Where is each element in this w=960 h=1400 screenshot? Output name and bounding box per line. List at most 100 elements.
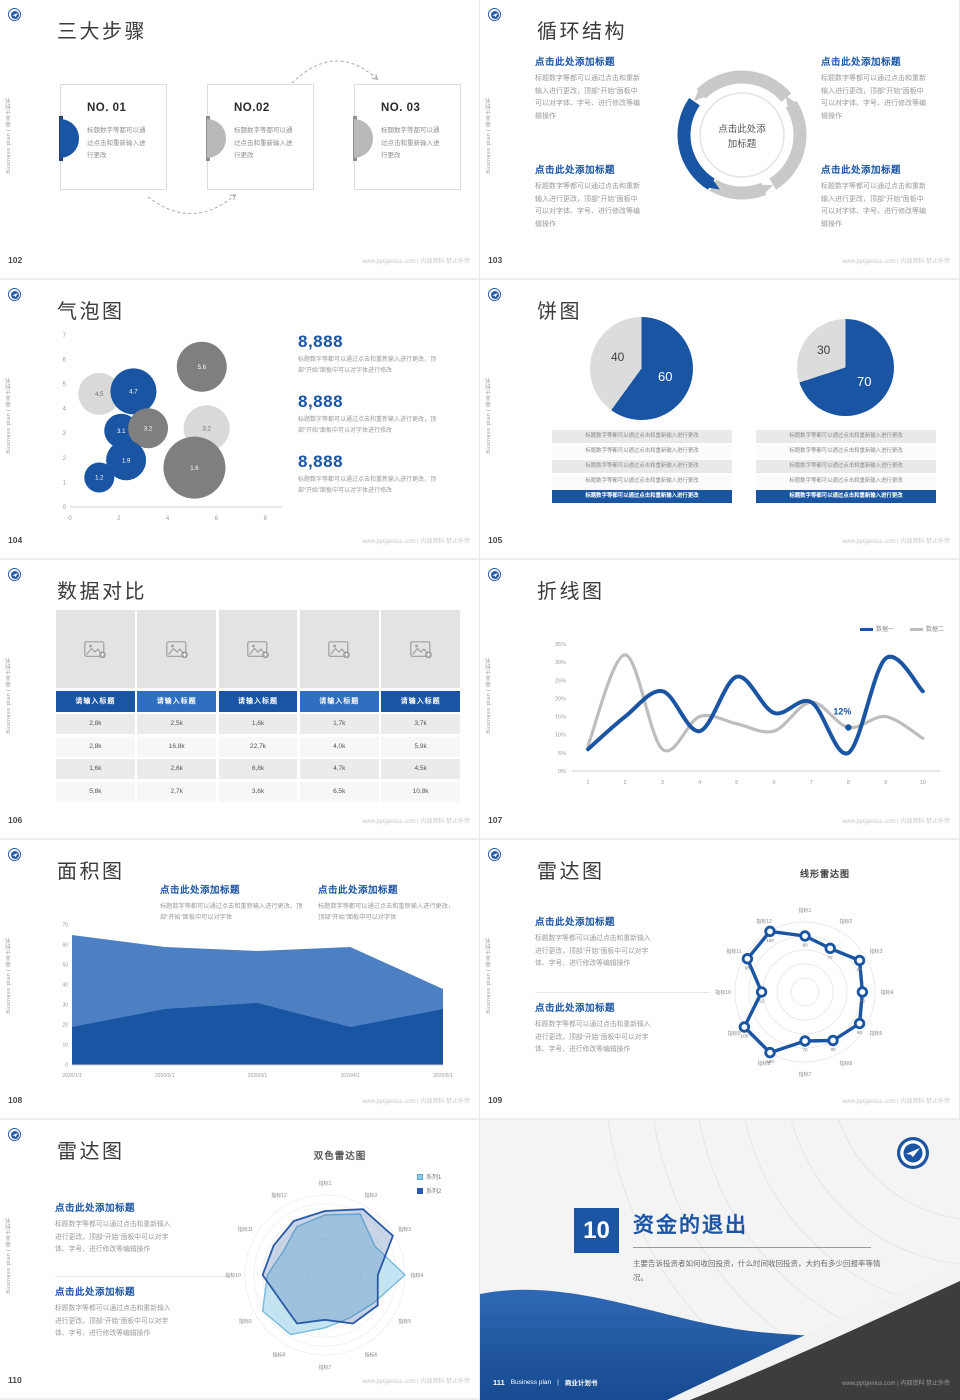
svg-text:1.9: 1.9: [122, 458, 131, 464]
block-heading: 点击此处添加标题: [55, 1203, 136, 1214]
table-header-cell: 请输入标题: [299, 690, 379, 712]
stat-body: 标题数字等都可以通过点击和重新输入进行更改，顶部“开始”面板中可以对字体进行修改: [298, 357, 437, 375]
svg-text:指标11: 指标11: [238, 1226, 253, 1233]
image-placeholder: [299, 610, 379, 688]
footer-watermark: www.pptgenius.com | 内部资料 禁止外传: [362, 1379, 470, 1385]
legend-swatch: [417, 1187, 423, 1194]
table-cell: 5,8k: [56, 781, 135, 802]
divider: [55, 1276, 230, 1277]
svg-text:20%: 20%: [555, 696, 566, 702]
slide-110[interactable]: 双色雷达图 系列1 系列2 点击此处添加标题 标题数字等都可以通过点击和重新输入…: [0, 1120, 480, 1400]
table-cell: 2,8k: [56, 736, 135, 757]
step-card-3: NO. 03 标题数字等都可以通过点击和重新输入进行更改: [353, 84, 461, 190]
footer-brand: Business plan: [510, 1378, 552, 1386]
svg-text:70: 70: [802, 1048, 808, 1053]
footer-separator: |: [557, 1378, 559, 1386]
block-heading: 点击此处添加标题: [535, 57, 616, 68]
pie-slice-label: 60: [658, 369, 673, 384]
legend-item: 系列1: [417, 1172, 441, 1181]
table-cell: 2,7k: [137, 781, 217, 802]
background-decoration: [480, 1120, 960, 1400]
image-placeholder-icon: [165, 640, 188, 658]
svg-text:60: 60: [62, 943, 68, 949]
step-card-2: NO.02 标题数字等都可以通过点击和重新输入进行更改: [206, 84, 314, 190]
table-row: 1,6k 2,6k 6,8k 4,7k 4,5k: [56, 759, 460, 779]
pie-slice-label: 30: [817, 343, 831, 357]
table-row: 2,8k 16,8k 22,7k 4,0k 5,9k: [56, 736, 460, 757]
svg-text:6: 6: [772, 780, 775, 786]
legend-line-swatch: [859, 628, 873, 631]
svg-text:2020/2/1: 2020/2/1: [155, 1073, 175, 1079]
page-number: 106: [8, 815, 23, 825]
chart-legend: 数据一 数据二: [859, 624, 944, 633]
svg-text:90: 90: [857, 967, 863, 972]
svg-text:10: 10: [920, 780, 926, 786]
brand-badge-icon: [897, 1137, 929, 1169]
slide-108[interactable]: 点击此处添加标题 标题数字等都可以通过点击和重新输入进行更改，顶部“开始”面板中…: [0, 840, 480, 1120]
sidebar-caption: Business plan | 商业计划书: [486, 657, 492, 734]
table-header-cell: 请输入标题: [218, 690, 298, 712]
svg-text:5: 5: [63, 382, 67, 388]
table-cell: 2,5k: [137, 714, 217, 734]
slide-104[interactable]: 0 1 2 3 4 5 6 7 0 2 4 6 8 4.5 4.7 5.6 3.1 3.2 3.2 1.9 1.2 1.6…: [0, 280, 480, 560]
slide-109[interactable]: 线形雷达图 点击此处添加标题 标题数字等都可以通过点击和重新输入进行更改，顶部“…: [480, 840, 960, 1120]
svg-text:0: 0: [68, 516, 72, 522]
sidebar-caption: Business plan | 商业计划书: [6, 97, 12, 174]
page-title: 面积图: [57, 861, 125, 883]
section-body: 主要告诉投资者如何收回投资，什么时间收回投资，大约有多少回报率等情况。: [633, 1259, 881, 1282]
svg-text:40: 40: [62, 983, 68, 989]
table-cell: 1,6k: [218, 714, 298, 734]
cycle-center-label: 点击此处添加标题: [718, 124, 766, 151]
sidebar-caption: Business plan | 商业计划书: [6, 377, 12, 454]
block-body: 标题数字等都可以通过点击和重新输入进行更改，顶部“开始”面板中可以对字体、字号、…: [535, 935, 651, 968]
brand-logo-icon: [488, 848, 501, 861]
brand-logo-icon: [8, 288, 21, 301]
step-number: NO.02: [234, 102, 270, 114]
svg-text:2020/4/1: 2020/4/1: [341, 1073, 361, 1079]
slide-111[interactable]: 10 资金的退出 主要告诉投资者如何收回投资，什么时间收回投资，大约有多少回报率…: [480, 1120, 960, 1400]
slide-107[interactable]: 数据一 数据二 0% 5% 10% 15% 20% 25% 30% 35% 1 2 3 4 5 6 7 8 9 1…: [480, 560, 960, 840]
block-heading: 点击此处添加标题: [318, 885, 399, 896]
svg-text:指标11: 指标11: [726, 948, 741, 955]
title-underline: [633, 1247, 871, 1248]
brand-logo-icon: [488, 568, 501, 581]
text-block: 点击此处添加标题 标题数字等都可以通过点击和重新输入进行更改，顶部“开始”面板中…: [160, 882, 310, 923]
chart-title: 线形雷达图: [799, 869, 850, 879]
footer-watermark: www.pptgenius.com | 内部资料 禁止外传: [842, 539, 950, 545]
text-block: 点击此处添加标题 标题数字等都可以通过点击和重新输入进行更改，顶部“开始”面板中…: [55, 1200, 177, 1257]
svg-text:0: 0: [63, 505, 67, 511]
svg-text:62: 62: [759, 999, 765, 1004]
svg-text:指标8: 指标8: [273, 1351, 286, 1358]
svg-text:指标9: 指标9: [239, 1318, 252, 1325]
legend-item: 数据二: [909, 624, 944, 633]
slide-102[interactable]: NO. 01 标题数字等都可以通过点击和重新输入进行更改 NO.02 标题数字等…: [0, 0, 480, 280]
svg-text:3.2: 3.2: [202, 426, 211, 432]
footer-watermark: www.pptgenius.com | 内部资料 禁止外传: [842, 1381, 950, 1387]
svg-text:指标5: 指标5: [870, 1030, 883, 1037]
svg-text:指标1: 指标1: [799, 907, 812, 914]
svg-text:8: 8: [264, 516, 268, 522]
image-placeholder-icon: [84, 640, 107, 658]
table-cell: 3,6k: [218, 781, 298, 802]
brand-logo-icon: [8, 1128, 21, 1141]
footer-watermark: www.pptgenius.com | 内部资料 禁止外传: [362, 1099, 470, 1105]
svg-text:9: 9: [884, 780, 887, 786]
legend-item: 数据一: [859, 624, 894, 633]
page-number: 109: [488, 1095, 503, 1105]
sidebar-caption: Business plan | 商业计划书: [6, 657, 12, 734]
block-heading: 点击此处添加标题: [535, 165, 616, 176]
slide-103[interactable]: 点击此处添加标题 点击此处添加标题 标题数字等都可以通过点击和重新输入进行更改，…: [480, 0, 960, 280]
text-block: 点击此处添加标题 标题数字等都可以通过点击和重新输入进行更改，顶部“开始”面板中…: [535, 914, 657, 971]
page-number: 103: [488, 255, 503, 265]
table-cell: 4,0k: [299, 736, 379, 757]
page-title: 雷达图: [57, 1141, 125, 1163]
table-row: 2,8k 2,5k 1,6k 1,7k 3,7k: [56, 714, 460, 734]
table-cell: 5,9k: [381, 736, 460, 757]
page-number: 108: [8, 1095, 23, 1105]
svg-text:95: 95: [745, 965, 751, 970]
footer-watermark: www.pptgenius.com | 内部资料 禁止外传: [362, 819, 470, 825]
slide-106[interactable]: 请输入标题 请输入标题 请输入标题 请输入标题 请输入标题 2,8k 2,5k 1,6k 1,7…: [0, 560, 480, 840]
slide-105[interactable]: 40 60 30 70 标题数字等都可以通过点击和重新输入进行更改 标题数字等都可…: [480, 280, 960, 560]
table-cell: 3,7k: [381, 714, 460, 734]
caption-row: 标题数字等都可以通过点击和重新输入进行更改: [756, 430, 936, 443]
